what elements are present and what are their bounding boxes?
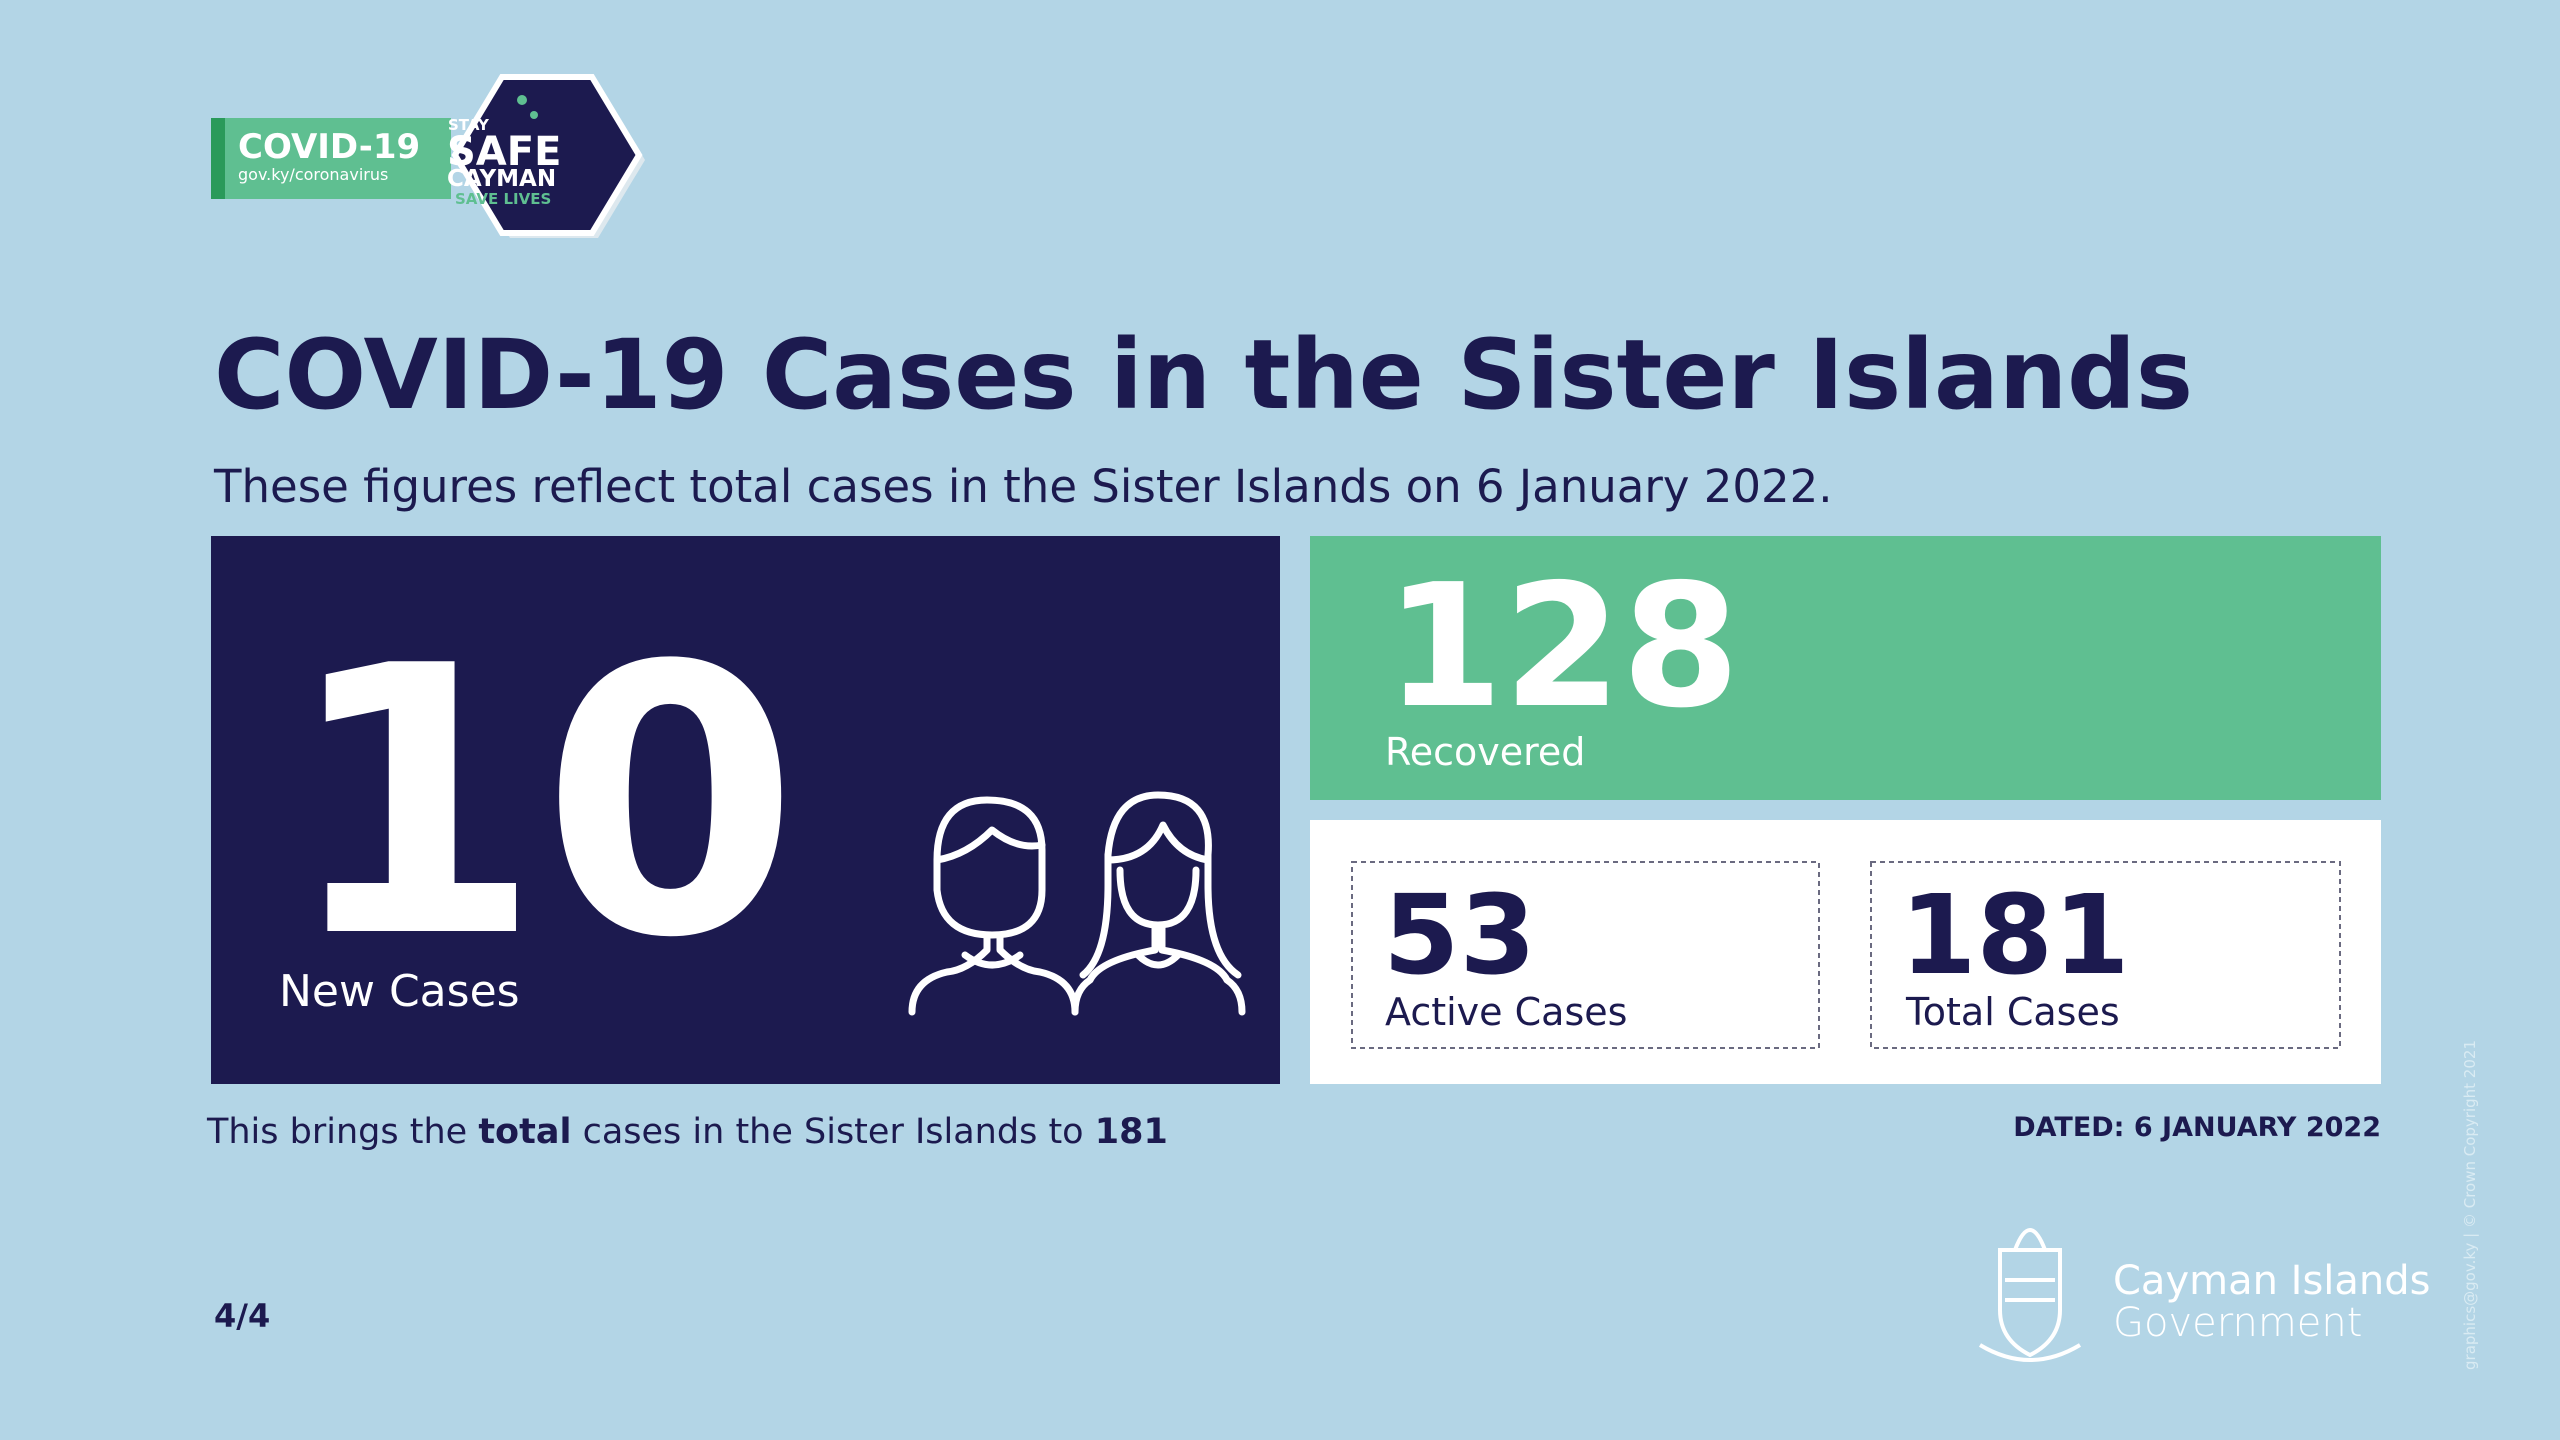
footer-prefix: This brings the xyxy=(206,1112,467,1152)
active-label: Active Cases xyxy=(1385,990,1627,1034)
total-value: 181 xyxy=(1900,871,2130,999)
new-cases-label: New Cases xyxy=(279,966,520,1017)
badge-label: COVID-19 xyxy=(238,127,420,167)
crest xyxy=(1978,1228,2082,1362)
copyright: graphics@gov.ky | © Crown Copyright 2021 xyxy=(2461,1040,2479,1370)
active-value: 53 xyxy=(1383,871,1536,999)
badge-hex xyxy=(451,74,643,236)
badge-stay: STAY xyxy=(448,116,490,134)
footer-total: 181 xyxy=(1095,1112,1168,1152)
recovered-panel xyxy=(1310,536,2381,800)
page-number: 4/4 xyxy=(214,1297,270,1335)
badge-save: SAVE LIVES xyxy=(455,190,551,208)
people-icon xyxy=(908,791,1246,1016)
total-label: Total Cases xyxy=(1905,990,2120,1034)
gov-line2: Government xyxy=(2113,1300,2362,1346)
recovered-label: Recovered xyxy=(1385,730,1585,774)
dated: DATED: 6 JANUARY 2022 xyxy=(2013,1112,2381,1143)
badge-dot xyxy=(517,95,527,105)
recovered-value: 128 xyxy=(1385,548,1740,746)
footer-suffix: cases in the Sister Islands to xyxy=(583,1112,1084,1152)
badge-cayman: CAYMAN xyxy=(447,166,556,192)
footer-bold: total xyxy=(478,1112,571,1152)
footer-line: This brings the total cases in the Siste… xyxy=(206,1112,1168,1152)
badge-bar xyxy=(211,118,451,199)
active-box xyxy=(1351,861,1820,1049)
new-cases-value: 10 xyxy=(284,589,799,1019)
cases-panel xyxy=(1310,820,2381,1084)
gov-line1: Cayman Islands xyxy=(2113,1258,2431,1304)
subtitle: These figures reflect total cases in the… xyxy=(213,460,1833,513)
title: COVID-19 Cases in the Sister Islands xyxy=(214,319,2193,431)
badge-url: gov.ky/coronavirus xyxy=(238,165,388,184)
new-cases-panel xyxy=(211,536,1280,1084)
badge-safe: SAFE xyxy=(447,129,561,175)
badge-accent xyxy=(211,118,225,199)
total-box xyxy=(1870,861,2341,1049)
badge-dot xyxy=(530,111,538,119)
